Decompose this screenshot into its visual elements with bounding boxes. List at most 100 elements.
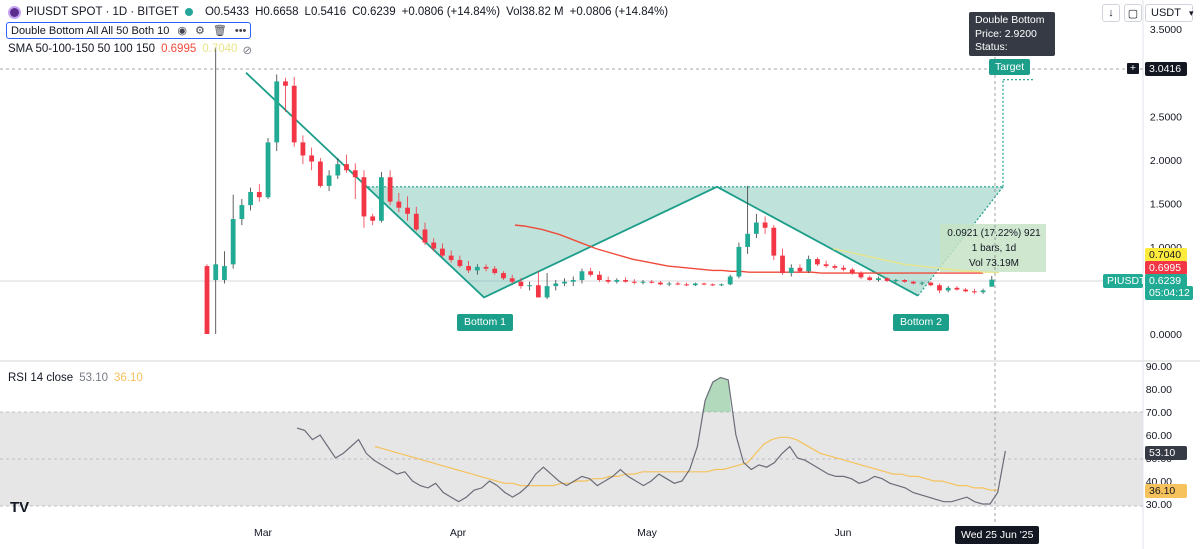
sma-value-red: 0.6995 xyxy=(161,43,197,55)
sma-50-line xyxy=(514,224,984,274)
rsi-tick: 80.00 xyxy=(1146,384,1172,396)
candle-body xyxy=(440,248,445,256)
candle-body xyxy=(736,246,742,277)
candle-body xyxy=(274,81,280,143)
candle-body xyxy=(893,279,899,281)
candle-body xyxy=(309,155,315,162)
candle-body xyxy=(344,164,349,171)
candle-body xyxy=(971,291,977,293)
candle-body xyxy=(605,279,611,282)
pattern-indicator-legend[interactable]: Double Bottom All All 50 Both 10 ◉ ⚙ 🗑 •… xyxy=(6,22,252,39)
candle-body xyxy=(553,283,559,287)
candle-body xyxy=(919,282,925,284)
candle-body xyxy=(719,284,724,286)
candle-body xyxy=(945,287,951,291)
volume-value: Vol38.82 M xyxy=(506,6,564,18)
eye-icon[interactable]: ◉ xyxy=(177,25,187,37)
candle-body xyxy=(405,207,410,214)
candle-body xyxy=(492,268,498,274)
rsi-tick: 70.00 xyxy=(1146,407,1172,419)
sma-legend[interactable]: SMA 50-100-150 50 100 150 0.6995 0.7040 … xyxy=(8,43,252,57)
candle-body xyxy=(623,279,628,282)
download-button[interactable]: ↓ xyxy=(1102,4,1120,22)
candle-body xyxy=(710,284,716,286)
candle-body xyxy=(317,161,323,186)
rsi-ma-value: 36.10 xyxy=(113,372,143,384)
market-status-icon xyxy=(184,8,193,16)
candle-body xyxy=(666,283,672,285)
rsi-tick: 90.00 xyxy=(1146,361,1172,373)
candle-body xyxy=(797,267,803,272)
rsi-legend[interactable]: RSI 14 close 53.10 36.10 xyxy=(8,372,143,384)
candle-body xyxy=(675,283,681,285)
more-icon[interactable]: ••• xyxy=(234,24,247,37)
candle-body xyxy=(248,192,253,206)
candle-body xyxy=(963,289,969,292)
measure-box xyxy=(940,224,1046,272)
rsi-line xyxy=(296,376,1006,505)
candle-body xyxy=(518,281,524,287)
rsi-ma-price-tag: 36.10 xyxy=(1145,484,1187,498)
currency-select[interactable]: USDT ▾ xyxy=(1145,4,1193,22)
add-alert-icon[interactable]: + xyxy=(1126,62,1140,75)
price-change: +0.0806 (+14.84%) xyxy=(401,6,501,18)
candle-body xyxy=(222,266,227,280)
candle-body xyxy=(535,285,541,298)
candle-body xyxy=(509,278,515,282)
candle-body xyxy=(884,278,890,281)
candle-body xyxy=(727,276,733,285)
candle-body xyxy=(954,287,960,290)
hide-icon[interactable]: ⊘ xyxy=(242,45,253,57)
candle-body xyxy=(788,267,794,274)
candle-body xyxy=(867,277,873,280)
last-price-tag: 0.6239 xyxy=(1145,274,1187,288)
candle-body xyxy=(910,281,916,284)
bottom1-label: Bottom 1 xyxy=(457,314,514,331)
rsi-label: RSI 14 close xyxy=(8,372,74,384)
candle-body xyxy=(326,175,332,186)
candle-body xyxy=(527,285,533,287)
candle-body xyxy=(300,142,306,156)
settings-icon[interactable]: ⚙ xyxy=(195,25,205,37)
window-button[interactable]: ▢ xyxy=(1124,4,1142,22)
chevron-down-icon: ▾ xyxy=(1188,7,1194,18)
candle-body xyxy=(597,274,602,280)
volume-change: +0.0806 (+14.84%) xyxy=(569,6,669,18)
candle-body xyxy=(448,255,454,260)
candle-body xyxy=(841,267,846,270)
measure-volume: Vol 73.19M xyxy=(968,258,1020,269)
candle-body xyxy=(387,177,393,202)
candle-body xyxy=(928,282,934,286)
candle-body xyxy=(614,279,620,282)
candle-body xyxy=(501,273,506,279)
candle-body xyxy=(256,192,262,198)
candle-body xyxy=(780,255,785,274)
candle-body xyxy=(265,142,271,198)
candle-body xyxy=(230,219,236,265)
candle-body xyxy=(379,177,384,221)
ohlc-close: C0.6239 xyxy=(352,6,396,18)
candle-body xyxy=(431,242,437,249)
symbol-title: PIUSDT SPOT · 1D · BITGET xyxy=(26,6,179,18)
candle-body xyxy=(815,259,820,265)
candle-body xyxy=(937,285,942,291)
sma-red-price-tag: 0.6995 xyxy=(1145,261,1187,275)
candle-body xyxy=(771,227,777,256)
candle-body xyxy=(239,205,245,220)
rsi-value: 53.10 xyxy=(79,372,108,384)
pattern-tooltip: Double Bottom Price: 2.9200 Status: Awai… xyxy=(969,12,1055,67)
tooltip-title: Double Bottom xyxy=(975,14,1045,26)
time-tick: Apr xyxy=(450,527,467,539)
candle-body xyxy=(858,273,864,278)
bottom2-label: Bottom 2 xyxy=(893,314,950,331)
candle-body xyxy=(413,213,419,230)
time-tick: Jun xyxy=(835,527,852,539)
candle-body xyxy=(588,271,594,275)
measure-info: 0.0921 (17.22%) 921 1 bars, 1d Vol 73.19… xyxy=(942,226,1046,271)
candle-body xyxy=(832,266,838,268)
price-tick: 0.0000 xyxy=(1150,329,1182,341)
trash-icon[interactable]: 🗑 xyxy=(212,25,227,37)
price-tick: 2.0000 xyxy=(1150,155,1182,167)
candle-body xyxy=(579,271,585,280)
